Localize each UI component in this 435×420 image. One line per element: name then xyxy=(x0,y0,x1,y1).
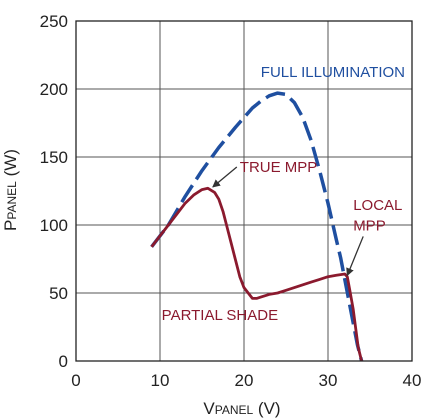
annotation-full_label: FULL ILLUMINATION xyxy=(261,64,405,81)
y-tick-label-0: 0 xyxy=(59,352,68,371)
series-line-full xyxy=(150,91,364,362)
annotations: FULL ILLUMINATION TRUE MPP LOCAL MPP PARTIAL… xyxy=(162,64,405,324)
x-tick-label-3: 30 xyxy=(319,371,338,390)
y-tick-label-3: 150 xyxy=(40,148,68,167)
y-tick-label-5: 250 xyxy=(40,12,68,31)
y-tick-label-2: 100 xyxy=(40,216,68,235)
annotation-arrow-true_mpp xyxy=(212,166,238,188)
annotation-true_mpp: TRUE MPP xyxy=(240,159,318,176)
y-tick-label-1: 50 xyxy=(49,284,68,303)
annotation-partial_label: PARTIAL SHADE xyxy=(162,307,278,324)
series-group xyxy=(150,91,364,362)
y-tick-label-4: 200 xyxy=(40,80,68,99)
x-tick-label-2: 20 xyxy=(235,371,254,390)
grid xyxy=(76,21,412,361)
plot-frame xyxy=(75,20,413,362)
x-tick-label-4: 40 xyxy=(403,371,422,390)
plot-border xyxy=(75,20,413,362)
annotation-local_mpp_2: MPP xyxy=(353,217,386,234)
x-tick-label-1: 10 xyxy=(151,371,170,390)
y-axis-title: PPANEL (W) xyxy=(1,149,20,231)
x-tick-label-0: 0 xyxy=(71,371,80,390)
annotation-arrow-local_mpp_2 xyxy=(346,236,364,277)
annotation-local_mpp_1: LOCAL xyxy=(353,197,402,214)
series-line-partial xyxy=(150,186,363,362)
x-axis-title: VPANEL (V) xyxy=(203,399,280,418)
tick-labels: 0 10 20 30 40 0 50 100 150 200 250 xyxy=(40,12,422,390)
